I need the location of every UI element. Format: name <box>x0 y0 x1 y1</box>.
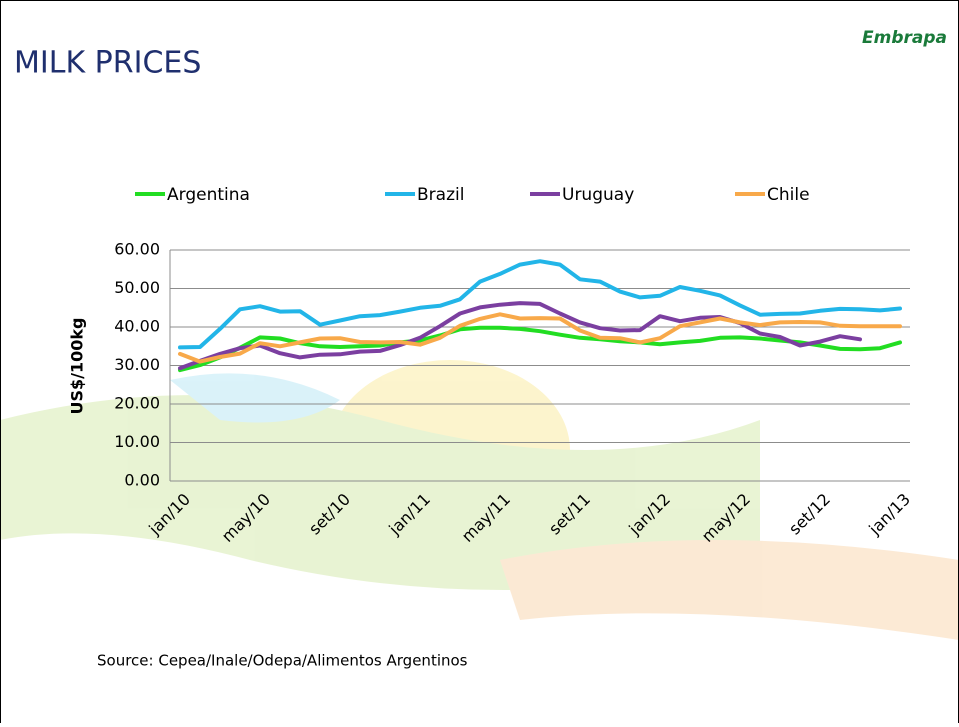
legend-label: Argentina <box>167 185 250 205</box>
legend-label: Chile <box>767 185 810 205</box>
page: MILK PRICES Embrapa Source: Cepea/Inale/… <box>0 0 959 727</box>
y-tick-label: 60.00 <box>114 240 160 259</box>
legend-label: Brazil <box>417 185 464 205</box>
y-tick-label: 10.00 <box>114 432 160 451</box>
y-axis-label: US$/100kg <box>68 318 87 415</box>
slide: MILK PRICES Embrapa Source: Cepea/Inale/… <box>0 0 959 723</box>
y-tick-label: 50.00 <box>114 278 160 297</box>
y-tick-label: 40.00 <box>114 317 160 336</box>
legend-label: Uruguay <box>562 185 634 205</box>
y-tick-label: 30.00 <box>114 355 160 374</box>
y-tick-label: 20.00 <box>114 394 160 413</box>
y-tick-label: 0.00 <box>124 471 160 490</box>
source-note: Source: Cepea/Inale/Odepa/Alimentos Arge… <box>97 652 468 670</box>
page-title: MILK PRICES <box>14 46 201 81</box>
logo: Embrapa <box>862 28 947 48</box>
